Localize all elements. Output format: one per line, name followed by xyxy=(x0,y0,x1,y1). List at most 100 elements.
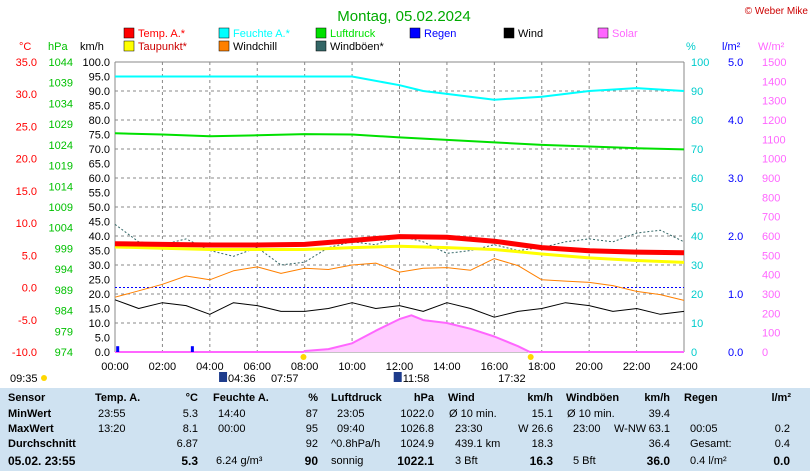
stats-cell: 0.4 xyxy=(774,438,790,450)
wind-tick-label: 10.0 xyxy=(89,318,110,330)
x-tick-label: 14:00 xyxy=(433,361,461,373)
stats-cell: 63.1 xyxy=(648,423,670,435)
pressure-tick-label: 1014 xyxy=(49,181,73,193)
x-tick-label: 00:00 xyxy=(101,361,129,373)
legend-swatch xyxy=(597,27,609,39)
rain-axis-unit: l/m² xyxy=(722,41,741,53)
stats-cell: Ø 10 min. xyxy=(449,408,497,420)
series-line-taupunkt xyxy=(114,244,685,264)
pressure-tick-label: 994 xyxy=(55,264,73,276)
stats-row-label: MinWert xyxy=(8,408,52,420)
stats-cell: 6.87 xyxy=(176,438,198,450)
rain-tick-label: 4.0 xyxy=(728,115,743,127)
stats-cell: 87 xyxy=(305,408,318,420)
stats-current-temp: 5.3 xyxy=(181,454,198,468)
stats-current-wind-bft: 3 Bft xyxy=(455,455,478,467)
stats-cell: 23:55 xyxy=(98,408,126,420)
wind-tick-label: 30.0 xyxy=(89,260,110,272)
sun-markers: 07:57 17:32 04:36 11:58 09:35 xyxy=(10,354,534,385)
wind-tick-label: 90.0 xyxy=(89,86,110,98)
stats-current-abs-humidity: 6.24 g/m³ xyxy=(216,455,263,467)
solar-tick-label: 400 xyxy=(762,270,780,282)
stats-header-temp-unit: °C xyxy=(185,392,198,404)
pressure-tick-label: 1034 xyxy=(49,98,73,110)
x-tick-label: 24:00 xyxy=(670,361,698,373)
wind-tick-label: 0.0 xyxy=(95,347,110,359)
wind-tick-label: 45.0 xyxy=(89,217,110,229)
rain-tick-label: 1.0 xyxy=(728,289,743,301)
stats-current-rain-total: 0.4 l/m² xyxy=(690,455,727,467)
axis-ticks: 35.0 30.0 25.0 20.0 15.0 10.0 5.0 0.0 -5.0 -10.0 1… xyxy=(12,57,787,373)
stats-cell: 95 xyxy=(305,423,318,435)
temp-tick-label: 5.0 xyxy=(22,250,37,262)
stats-cell: 36.4 xyxy=(648,438,670,450)
legend-label: Luftdruck xyxy=(330,28,376,40)
temp-tick-label: 25.0 xyxy=(16,121,37,133)
wind-tick-label: 40.0 xyxy=(89,231,110,243)
sunrise-icon xyxy=(300,354,307,360)
stats-cell: Gesamt: xyxy=(690,438,732,450)
solar-tick-label: 1400 xyxy=(762,76,786,88)
legend-swatch xyxy=(315,40,327,52)
series-line-solar xyxy=(115,314,684,353)
stats-header-gust: Windböen xyxy=(566,392,620,404)
humidity-tick-label: 20 xyxy=(691,289,703,301)
stats-cell: Ø 10 min. xyxy=(567,408,615,420)
pressure-tick-label: 1004 xyxy=(49,223,73,235)
stats-cell: 09:40 xyxy=(337,423,365,435)
solar-tick-label: 0 xyxy=(762,347,768,359)
legend-swatch xyxy=(218,27,230,39)
legend-swatch xyxy=(123,40,135,52)
x-tick-label: 18:00 xyxy=(528,361,556,373)
stats-cell: 14:40 xyxy=(218,408,246,420)
wind-tick-label: 65.0 xyxy=(89,159,110,171)
temp-tick-label: 0.0 xyxy=(22,283,37,295)
rain-tick-label: 3.0 xyxy=(728,173,743,185)
temp-tick-label: 15.0 xyxy=(16,186,37,198)
legend-swatch xyxy=(218,40,230,52)
solar-tick-label: 1200 xyxy=(762,115,786,127)
stats-row-label: Durchschnitt xyxy=(8,438,76,450)
solar-tick-label: 200 xyxy=(762,308,780,320)
wind-tick-label: 80.0 xyxy=(89,115,110,127)
stats-header-pressure-unit: hPa xyxy=(413,392,434,404)
wind-axis-unit: km/h xyxy=(80,41,104,53)
solar-tick-label: 700 xyxy=(762,212,780,224)
stats-cell: 439.1 km xyxy=(455,438,501,450)
humidity-tick-label: 30 xyxy=(691,260,703,272)
solar-axis-unit: W/m² xyxy=(758,41,785,53)
wind-tick-label: 35.0 xyxy=(89,246,110,258)
legend-label: Solar xyxy=(612,28,638,40)
legend-label: Temp. A.* xyxy=(138,28,186,40)
rain-tick-label: 0.0 xyxy=(728,347,743,359)
humidity-tick-label: 10 xyxy=(691,318,703,330)
rain-tick-label: 5.0 xyxy=(728,57,743,69)
rain-bar xyxy=(190,346,194,352)
temp-tick-label: -10.0 xyxy=(12,347,37,359)
stats-cell: 23:30 xyxy=(455,423,483,435)
stats-cell: 39.4 xyxy=(648,408,670,420)
solar-tick-label: 1500 xyxy=(762,57,786,69)
solar-tick-label: 900 xyxy=(762,173,780,185)
moonset-time: 11:58 xyxy=(403,373,430,385)
stats-header-gust-unit: km/h xyxy=(644,392,670,404)
humidity-axis-unit: % xyxy=(686,41,696,53)
legend-swatch xyxy=(123,27,135,39)
pressure-tick-label: 1024 xyxy=(49,140,73,152)
wind-tick-label: 70.0 xyxy=(89,144,110,156)
wind-tick-label: 50.0 xyxy=(89,202,110,214)
chart-legend: Temp. A.* Feuchte A.* Luftdruck Regen Wind So… xyxy=(123,27,638,53)
humidity-tick-label: 80 xyxy=(691,115,703,127)
temp-tick-label: 35.0 xyxy=(16,57,37,69)
stats-cell: W 26.6 xyxy=(518,423,553,435)
x-tick-label: 02:00 xyxy=(149,361,177,373)
humidity-tick-label: 100 xyxy=(691,57,709,69)
stats-cell: 1024.9 xyxy=(400,438,434,450)
series-line-feuchtea xyxy=(115,75,685,101)
stats-header-temp: Temp. A. xyxy=(95,392,141,404)
solar-tick-label: 600 xyxy=(762,231,780,243)
stats-cell: 23:00 xyxy=(573,423,601,435)
stats-row-label: MaxWert xyxy=(8,423,54,435)
stats-current-wind: 16.3 xyxy=(529,454,553,468)
x-tick-label: 04:00 xyxy=(196,361,224,373)
